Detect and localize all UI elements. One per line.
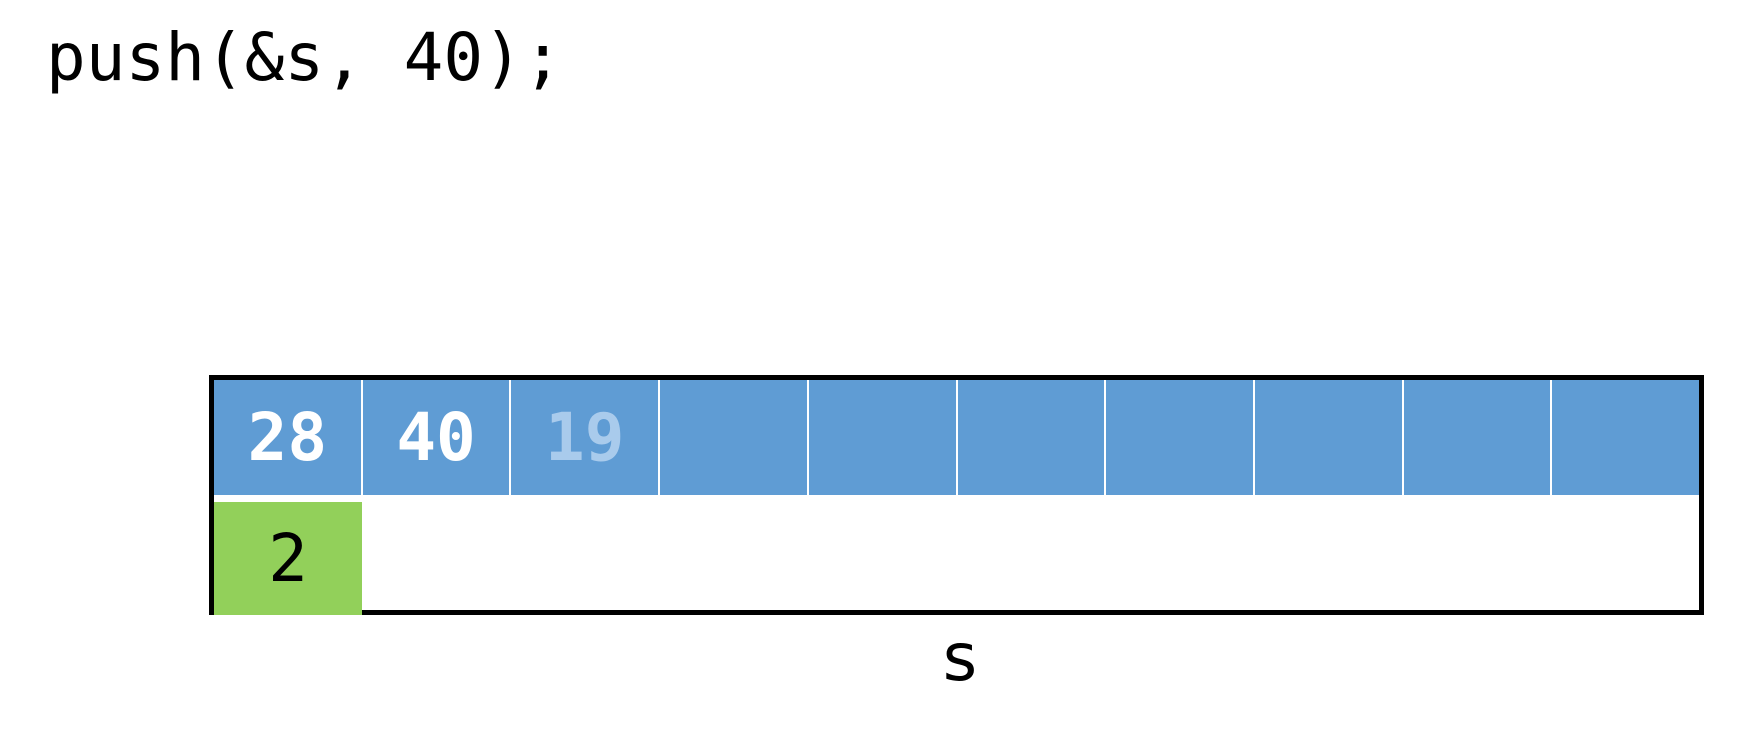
array-cell (1255, 380, 1404, 495)
array-cell (1106, 380, 1255, 495)
array-cell (1552, 380, 1699, 495)
array-cell (809, 380, 958, 495)
top-index-cell: 2 (214, 502, 362, 615)
row-divider (214, 495, 1699, 502)
array-cell (660, 380, 809, 495)
stack-array: 28 40 19 (214, 380, 1699, 495)
stack-struct: 28 40 19 2 (209, 375, 1704, 615)
code-line: push(&s, 40); (46, 19, 563, 96)
array-cell: 19 (511, 380, 661, 495)
array-cell: 40 (363, 380, 512, 495)
array-cell (958, 380, 1107, 495)
struct-name-label: s (942, 619, 978, 696)
array-cell: 28 (214, 380, 363, 495)
array-cell (1404, 380, 1553, 495)
